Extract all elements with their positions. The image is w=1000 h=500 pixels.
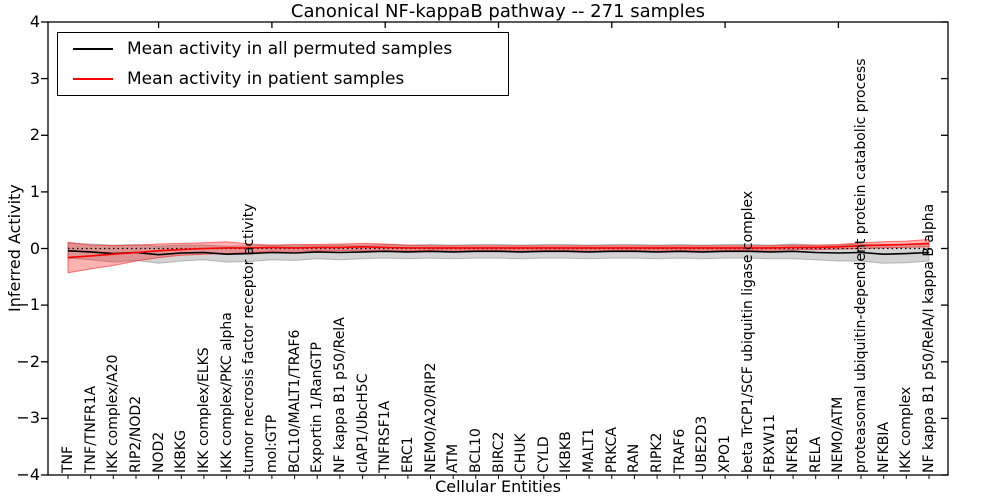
x-category-label: MALT1	[581, 428, 598, 473]
x-category-label: NF kappa B1 p50/RelA	[331, 317, 348, 473]
x-category-label: cIAP1/UbcH5C	[354, 373, 371, 473]
x-category-label: NFKB1	[785, 426, 802, 473]
x-category-label: IKK complex/ELKS	[195, 347, 212, 473]
x-category-label: CYLD	[535, 436, 552, 473]
x-category-label: TNF	[60, 445, 76, 473]
y-tick-label: 4	[29, 12, 40, 31]
legend: Mean activity in all permuted samples Me…	[57, 32, 509, 96]
x-category-label: NOD2	[150, 431, 167, 473]
x-category-label: NEMO/ATM	[830, 396, 847, 473]
x-axis-label: Cellular Entities	[435, 477, 561, 496]
x-category-label: PRKCA	[603, 427, 620, 473]
y-tick-label: −2	[16, 351, 40, 371]
y-tick-label: −4	[16, 465, 40, 484]
x-category-label: IKBKB	[558, 431, 575, 473]
x-category-label: IKK complex/PKC alpha	[218, 312, 235, 473]
x-category-label: beta TrCP1/SCF ubiquitin ligase complex	[739, 190, 756, 473]
x-category-label: TRAF6	[671, 428, 688, 473]
permuted-line-swatch	[73, 48, 113, 50]
y-tick-label: 3	[29, 68, 40, 88]
x-category-label: CHUK	[513, 433, 530, 473]
x-category-label: BIRC2	[490, 431, 507, 473]
x-category-label: ERC1	[399, 436, 416, 473]
x-category-label: BCL10/MALT1/TRAF6	[286, 329, 303, 473]
x-category-label: tumor necrosis factor receptor activity	[241, 203, 258, 474]
x-category-label: XPO1	[717, 435, 734, 473]
x-category-label: TNF/TNFR1A	[82, 385, 99, 473]
x-category-label: UBE2D3	[694, 415, 711, 473]
x-category-label: NF kappa B1 p50/RelA/I kappa B alpha	[921, 203, 937, 473]
x-category-label: IKK complex	[898, 386, 915, 473]
legend-label-patient: Mean activity in patient samples	[127, 69, 405, 89]
x-category-label: RIP2/NOD2	[127, 395, 144, 473]
x-category-label: IKK complex/A20	[105, 354, 122, 473]
x-category-label: NFKBIA	[875, 421, 892, 473]
y-tick-label: 1	[29, 181, 40, 201]
chart-title: Canonical NF-kappaB pathway -- 271 sampl…	[290, 1, 706, 22]
x-category-label: Exportin 1/RanGTP	[309, 342, 326, 473]
x-category-label: RAN	[626, 443, 643, 473]
x-category-label: FBXW11	[762, 414, 779, 473]
x-category-label: IKBKG	[173, 430, 190, 473]
y-tick-label: 2	[29, 125, 40, 145]
x-category-label: NEMO/A20/RIP2	[422, 362, 439, 473]
x-category-label: BCL10	[467, 428, 484, 473]
x-category-label: RELA	[807, 436, 824, 473]
legend-label-permuted: Mean activity in all permuted samples	[127, 39, 453, 59]
x-category-label: mol:GTP	[263, 414, 280, 473]
patient-line-swatch	[73, 78, 113, 80]
x-category-label: RIPK2	[649, 432, 666, 473]
y-tick-label: −1	[16, 295, 40, 315]
x-category-label: TNFRSF1A	[377, 400, 394, 473]
legend-item-permuted: Mean activity in all permuted samples	[58, 34, 508, 64]
y-tick-label: 0	[29, 238, 40, 258]
x-category-label: ATM	[445, 443, 462, 473]
x-category-label: proteasomal ubiquitin-dependent protein …	[853, 58, 870, 473]
y-tick-label: −3	[16, 408, 40, 428]
legend-item-patient: Mean activity in patient samples	[58, 64, 508, 94]
